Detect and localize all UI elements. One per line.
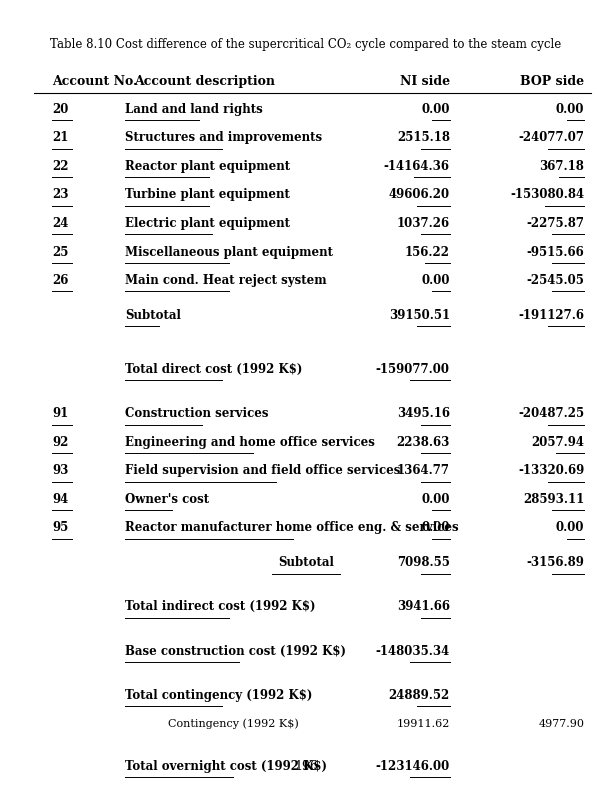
Text: -3156.89: -3156.89 <box>526 556 584 569</box>
Text: 22: 22 <box>52 160 69 173</box>
Text: 2238.63: 2238.63 <box>397 436 450 449</box>
Text: Construction services: Construction services <box>125 407 269 421</box>
Text: Base construction cost (1992 K$): Base construction cost (1992 K$) <box>125 645 346 657</box>
Text: -13320.69: -13320.69 <box>518 464 584 478</box>
Text: 92: 92 <box>52 436 69 449</box>
Text: Contingency (1992 K$): Contingency (1992 K$) <box>168 718 299 729</box>
Text: 19911.62: 19911.62 <box>397 718 450 729</box>
Text: 26: 26 <box>52 274 69 287</box>
Text: -9515.66: -9515.66 <box>527 246 584 258</box>
Text: -159077.00: -159077.00 <box>376 363 450 376</box>
Text: -20487.25: -20487.25 <box>518 407 584 421</box>
Text: 0.00: 0.00 <box>421 521 450 535</box>
Text: -148035.34: -148035.34 <box>376 645 450 657</box>
Text: 94: 94 <box>52 493 69 506</box>
Text: 0.00: 0.00 <box>421 103 450 116</box>
Text: BOP side: BOP side <box>520 75 584 88</box>
Text: -191127.6: -191127.6 <box>518 309 584 322</box>
Text: Account No.: Account No. <box>52 75 138 88</box>
Text: 1037.26: 1037.26 <box>397 217 450 230</box>
Text: 21: 21 <box>52 131 69 144</box>
Text: Land and land rights: Land and land rights <box>125 103 263 116</box>
Text: 93: 93 <box>52 464 69 478</box>
Text: Miscellaneous plant equipment: Miscellaneous plant equipment <box>125 246 334 258</box>
Text: 24889.52: 24889.52 <box>389 689 450 702</box>
Text: Reactor manufacturer home office eng. & services: Reactor manufacturer home office eng. & … <box>125 521 459 535</box>
Text: Subtotal: Subtotal <box>278 556 334 569</box>
Text: 156.22: 156.22 <box>405 246 450 258</box>
Text: Reactor plant equipment: Reactor plant equipment <box>125 160 291 173</box>
Text: -2275.87: -2275.87 <box>526 217 584 230</box>
Text: Total direct cost (1992 K$): Total direct cost (1992 K$) <box>125 363 303 376</box>
Text: Account description: Account description <box>135 75 275 88</box>
Text: 49606.20: 49606.20 <box>389 188 450 201</box>
Text: 23: 23 <box>52 188 69 201</box>
Text: 91: 91 <box>52 407 69 421</box>
Text: Total indirect cost (1992 K$): Total indirect cost (1992 K$) <box>125 600 316 613</box>
Text: 2515.18: 2515.18 <box>397 131 450 144</box>
Text: -153080.84: -153080.84 <box>510 188 584 201</box>
Text: Main cond. Heat reject system: Main cond. Heat reject system <box>125 274 327 287</box>
Text: Engineering and home office services: Engineering and home office services <box>125 436 375 449</box>
Text: Structures and improvements: Structures and improvements <box>125 131 323 144</box>
Text: Field supervision and field office services: Field supervision and field office servi… <box>125 464 401 478</box>
Text: -24077.07: -24077.07 <box>518 131 584 144</box>
Text: 3495.16: 3495.16 <box>397 407 450 421</box>
Text: NI side: NI side <box>400 75 450 88</box>
Text: 20: 20 <box>52 103 69 116</box>
Text: 367.18: 367.18 <box>540 160 584 173</box>
Text: 4977.90: 4977.90 <box>539 718 584 729</box>
Text: 0.00: 0.00 <box>421 274 450 287</box>
Text: -123146.00: -123146.00 <box>376 760 450 773</box>
Text: 95: 95 <box>52 521 69 535</box>
Text: 0.00: 0.00 <box>421 493 450 506</box>
Text: Total overnight cost (1992 K$): Total overnight cost (1992 K$) <box>125 760 327 773</box>
Text: Owner's cost: Owner's cost <box>125 493 209 506</box>
Text: 25: 25 <box>52 246 69 258</box>
Text: 2057.94: 2057.94 <box>531 436 584 449</box>
Text: Table 8.10 Cost difference of the supercritical CO₂ cycle compared to the steam : Table 8.10 Cost difference of the superc… <box>50 38 562 51</box>
Text: 3941.66: 3941.66 <box>397 600 450 613</box>
Text: 196: 196 <box>294 760 318 773</box>
Text: Turbine plant equipment: Turbine plant equipment <box>125 188 290 201</box>
Text: 24: 24 <box>52 217 69 230</box>
Text: Electric plant equipment: Electric plant equipment <box>125 217 291 230</box>
Text: 1364.77: 1364.77 <box>397 464 450 478</box>
Text: -2545.05: -2545.05 <box>526 274 584 287</box>
Text: Total contingency (1992 K$): Total contingency (1992 K$) <box>125 689 313 702</box>
Text: 7098.55: 7098.55 <box>397 556 450 569</box>
Text: 0.00: 0.00 <box>556 103 584 116</box>
Text: -14164.36: -14164.36 <box>384 160 450 173</box>
Text: 39150.51: 39150.51 <box>389 309 450 322</box>
Text: 28593.11: 28593.11 <box>523 493 584 506</box>
Text: Subtotal: Subtotal <box>125 309 181 322</box>
Text: 0.00: 0.00 <box>556 521 584 535</box>
